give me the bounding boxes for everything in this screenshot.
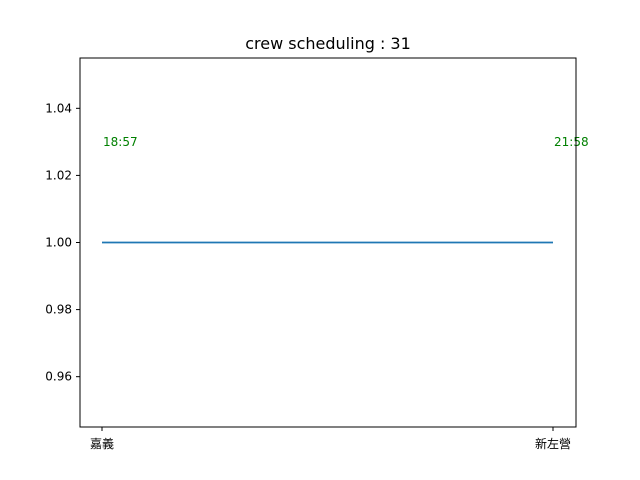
chart-title: crew scheduling : 31 bbox=[245, 34, 411, 53]
y-tick-label: 1.02 bbox=[45, 168, 72, 182]
y-tick-label: 1.00 bbox=[45, 236, 72, 250]
y-tick-label: 0.96 bbox=[45, 370, 72, 384]
y-tick-label: 0.98 bbox=[45, 303, 72, 317]
x-tick-label: 嘉義 bbox=[90, 436, 114, 451]
time-annotation: 21:58 bbox=[554, 135, 589, 149]
time-annotation: 18:57 bbox=[103, 135, 138, 149]
axes-frame bbox=[79, 57, 577, 428]
x-tick-label: 新左營 bbox=[535, 436, 571, 451]
y-tick-label: 1.04 bbox=[45, 101, 72, 115]
plot-area: 0.96 0.98 1.00 1.02 1.04 嘉義 新左營 18:57 21:58 bbox=[45, 101, 588, 451]
